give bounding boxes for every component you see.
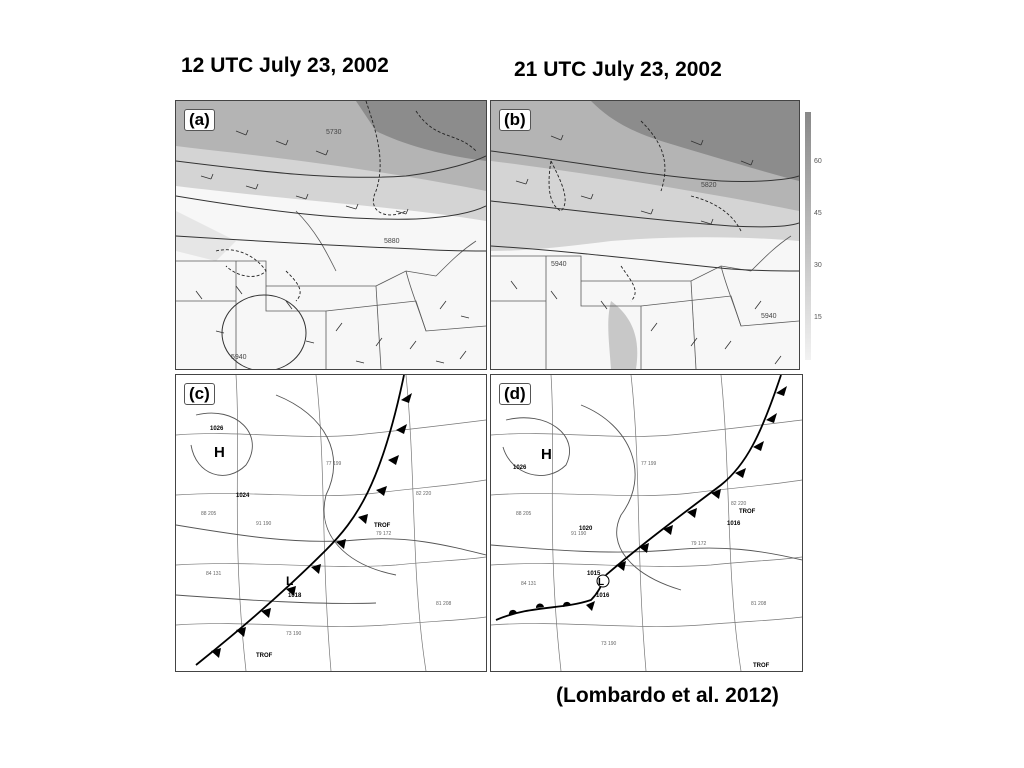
panel-b-upper-air-map: 5820 5940 5940 (b): [490, 100, 800, 370]
trough-label: TROF: [256, 653, 273, 659]
svg-text:77 199: 77 199: [326, 461, 342, 467]
svg-text:81 208: 81 208: [751, 601, 767, 607]
trough-label: TROF: [753, 663, 770, 669]
svg-text:84 131: 84 131: [521, 581, 537, 587]
svg-text:82 220: 82 220: [416, 491, 432, 497]
contour-label: 5940: [551, 261, 567, 268]
pressure-label: 1016: [596, 593, 610, 599]
pressure-label: 1026: [513, 465, 527, 471]
svg-text:84 131: 84 131: [206, 571, 222, 577]
high-pressure-symbol: H: [214, 444, 225, 461]
svg-text:73 190: 73 190: [601, 641, 617, 647]
contour-label: 5820: [701, 182, 717, 189]
svg-text:73 190: 73 190: [286, 631, 302, 637]
pressure-label: 1026: [210, 426, 224, 432]
svg-text:91 190: 91 190: [256, 521, 272, 527]
title-21utc: 21 UTC July 23, 2002: [514, 58, 722, 81]
panel-a-upper-air-map: 5730 5880 5940 (a): [175, 100, 487, 370]
svg-text:79 172: 79 172: [691, 541, 707, 547]
contour-label: 5940: [231, 354, 247, 361]
low-pressure-symbol: L: [286, 574, 293, 588]
contour-label: 5940: [761, 313, 777, 320]
contour-label: 5880: [384, 238, 400, 245]
svg-text:79 172: 79 172: [376, 531, 392, 537]
colorbar-tick: 15: [814, 314, 822, 321]
title-12utc: 12 UTC July 23, 2002: [181, 54, 389, 77]
svg-text:82 220: 82 220: [731, 501, 747, 507]
colorbar-strip: [805, 112, 811, 360]
panel-d-surface-map: 88 205 91 190 77 199 79 172 82 220 81 208 7…: [490, 374, 803, 672]
svg-text:91 190: 91 190: [571, 531, 587, 537]
trough-label: TROF: [374, 523, 391, 529]
colorbar-tick: 30: [814, 262, 822, 269]
trough-label: TROF: [739, 509, 756, 515]
svg-text:88 205: 88 205: [201, 511, 217, 517]
svg-text:88 205: 88 205: [516, 511, 532, 517]
panel-label-d: (d): [499, 383, 531, 405]
citation: (Lombardo et al. 2012): [556, 684, 779, 707]
colorbar-tick: 60: [814, 158, 822, 165]
pressure-label: 1020: [579, 526, 593, 532]
colorbar-tick: 45: [814, 210, 822, 217]
pressure-label: 1015: [587, 571, 601, 577]
panel-c-surface-map: 88 205 91 190 77 199 79 172 82 220 81 208 7…: [175, 374, 487, 672]
high-pressure-symbol: H: [541, 446, 552, 463]
svg-text:81 208: 81 208: [436, 601, 452, 607]
pressure-label: 1016: [727, 521, 741, 527]
svg-text:77 199: 77 199: [641, 461, 657, 467]
pressure-label: 1024: [236, 493, 250, 499]
panel-label-b: (b): [499, 109, 531, 131]
contour-label: 5730: [326, 129, 342, 136]
pressure-label: 1018: [288, 593, 302, 599]
panel-label-c: (c): [184, 383, 215, 405]
low-pressure-symbol: L: [598, 577, 604, 588]
shading-colorbar: 60 45 30 15: [803, 112, 827, 360]
panel-label-a: (a): [184, 109, 215, 131]
